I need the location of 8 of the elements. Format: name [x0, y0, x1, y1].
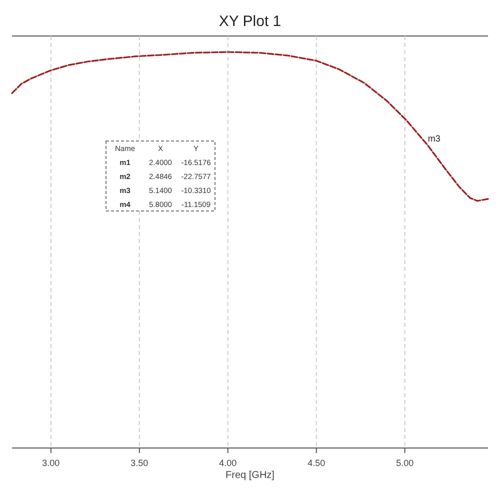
x-tick-label: 5.00: [396, 458, 414, 468]
x-tick-label: 4.00: [219, 458, 237, 468]
x-tick-label: 3.50: [130, 458, 148, 468]
x-tick-label: 3.00: [42, 458, 60, 468]
chart-title: XY Plot 1: [218, 13, 282, 30]
x-tick-label: 4.50: [308, 458, 326, 468]
x-axis-title: Freq [GHz]: [226, 470, 275, 481]
annotation: m3: [428, 133, 440, 144]
